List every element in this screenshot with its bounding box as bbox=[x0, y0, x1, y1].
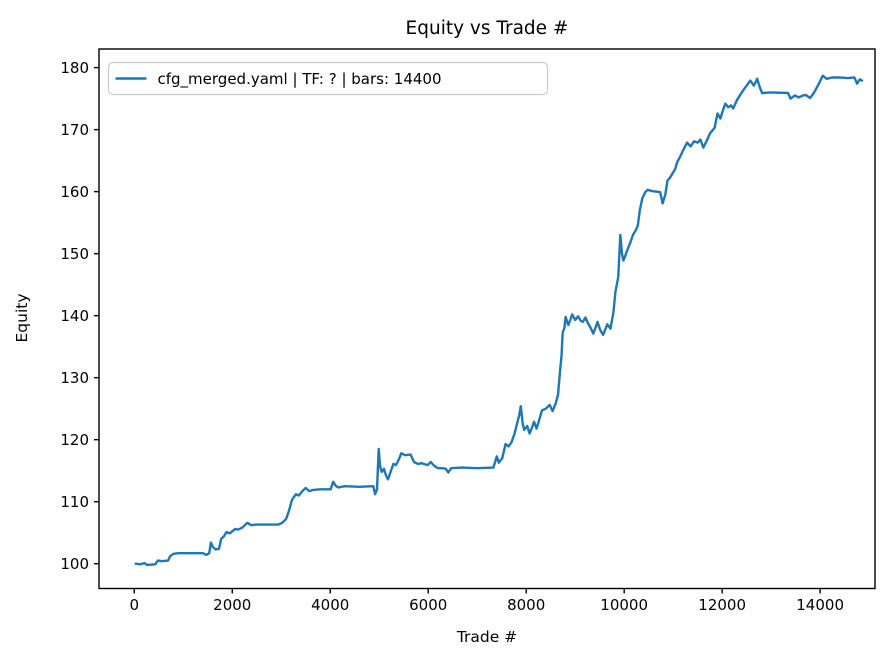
y-tick-label: 170 bbox=[60, 121, 89, 139]
y-tick-label: 130 bbox=[60, 369, 89, 387]
equity-line bbox=[134, 74, 864, 567]
y-tick-label: 160 bbox=[60, 183, 89, 201]
y-tick-label: 110 bbox=[60, 493, 89, 511]
x-tick-label: 14000 bbox=[796, 596, 844, 614]
x-tick-label: 12000 bbox=[698, 596, 746, 614]
x-tick-label: 8000 bbox=[507, 596, 545, 614]
y-tick-label: 140 bbox=[60, 307, 89, 325]
x-tick-label: 4000 bbox=[311, 596, 349, 614]
legend-box bbox=[107, 61, 549, 96]
y-tick-label: 100 bbox=[60, 555, 89, 573]
x-tick-label: 2000 bbox=[213, 596, 251, 614]
y-axis-label: Equity bbox=[13, 293, 31, 342]
plot-area bbox=[98, 48, 876, 590]
x-tick-label: 0 bbox=[129, 596, 139, 614]
legend: cfg_merged.yaml | TF: ? | bars: 14400 bbox=[107, 61, 549, 96]
y-axis: 100 110 120 130 140 150 160 170 180 bbox=[60, 59, 99, 573]
chart-title: Equity vs Trade # bbox=[406, 18, 569, 39]
x-axis: 0 2000 4000 6000 8000 10000 12000 14000 bbox=[129, 588, 844, 614]
y-tick-label: 120 bbox=[60, 431, 89, 449]
y-tick-label: 150 bbox=[60, 245, 89, 263]
x-tick-label: 6000 bbox=[409, 596, 447, 614]
y-tick-label: 180 bbox=[60, 59, 89, 77]
legend-entry-label: cfg_merged.yaml | TF: ? | bars: 14400 bbox=[158, 70, 442, 89]
x-tick-label: 10000 bbox=[600, 596, 648, 614]
x-axis-label: Trade # bbox=[456, 628, 517, 646]
